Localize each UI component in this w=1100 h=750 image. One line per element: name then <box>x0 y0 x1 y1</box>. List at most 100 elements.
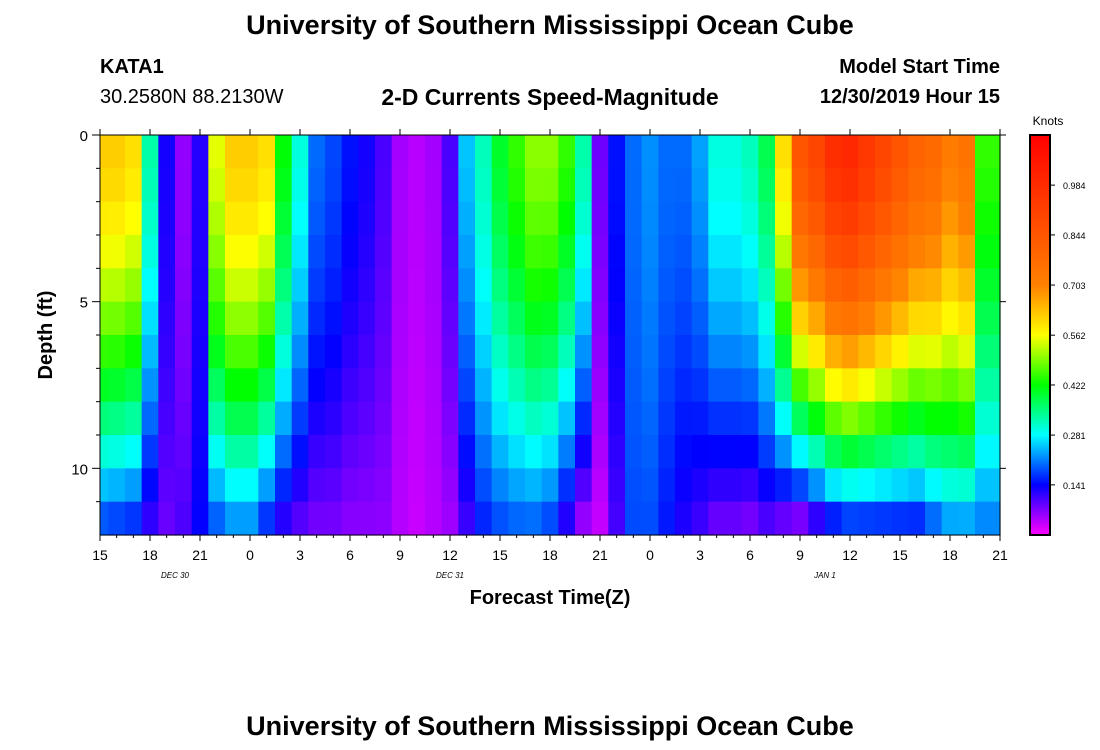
heat-cell <box>408 335 426 369</box>
y-axis: 0 5 10 <box>71 128 1006 503</box>
chart-subtitle: 2-D Currents Speed-Magnitude <box>381 84 719 110</box>
heat-cell <box>408 268 426 303</box>
heat-cell <box>491 168 509 203</box>
heat-cell <box>358 501 376 536</box>
heat-cell <box>825 468 843 503</box>
heat-cell <box>608 468 626 503</box>
heat-cell <box>875 235 893 269</box>
heat-cell <box>708 135 726 169</box>
heat-cell <box>991 368 1001 403</box>
heat-cell <box>291 201 309 236</box>
heat-cell <box>375 335 393 369</box>
heat-cell <box>791 468 809 503</box>
heat-cell <box>258 301 276 336</box>
heat-cell <box>375 368 393 403</box>
heat-cell <box>908 335 926 369</box>
heat-cell <box>875 168 893 203</box>
heat-cell <box>375 201 393 236</box>
heat-cell <box>241 335 259 369</box>
heat-cell <box>808 201 826 236</box>
heat-cell <box>275 501 293 536</box>
heat-cell <box>908 268 926 303</box>
heat-cell <box>758 301 776 336</box>
heat-cell <box>208 435 226 469</box>
heat-cell <box>191 201 209 236</box>
heat-cell <box>925 468 943 503</box>
heat-cell <box>425 468 443 503</box>
heat-cell <box>508 468 526 503</box>
heat-cell <box>958 368 976 403</box>
heat-cell <box>208 168 226 203</box>
heat-cell <box>475 335 493 369</box>
colorbar-tick-label: 0.703 <box>1063 281 1086 291</box>
heat-cell <box>758 435 776 469</box>
x-tick-label: 9 <box>796 547 804 563</box>
heat-cell <box>741 468 759 503</box>
heat-cell <box>541 401 559 436</box>
heat-cell <box>391 268 409 303</box>
heat-cell <box>491 335 509 369</box>
heat-cell <box>441 368 459 403</box>
heat-cell <box>958 268 976 303</box>
colorbar-ticks: 0.984 0.844 0.703 0.562 0.422 0.281 0.141 <box>1050 181 1086 491</box>
heat-cell <box>625 301 643 336</box>
heat-cell <box>658 401 676 436</box>
x-tick-label: 0 <box>246 547 254 563</box>
heat-cell <box>341 335 359 369</box>
heat-cell <box>108 401 126 436</box>
heat-cell <box>208 301 226 336</box>
heat-cell <box>808 401 826 436</box>
heat-cell <box>741 435 759 469</box>
x-date-label: DEC 31 <box>436 571 464 580</box>
heat-cell <box>725 235 743 269</box>
heat-cell <box>558 268 576 303</box>
station-id: KATA1 <box>100 56 164 78</box>
heat-cell <box>925 235 943 269</box>
heat-cell <box>391 168 409 203</box>
heat-cell <box>425 235 443 269</box>
heat-cell <box>791 368 809 403</box>
heat-cell <box>541 468 559 503</box>
heat-cell <box>141 135 159 169</box>
heat-cell <box>625 235 643 269</box>
heat-cell <box>191 335 209 369</box>
heat-cell <box>241 235 259 269</box>
heat-cell <box>358 201 376 236</box>
heat-cell <box>100 235 109 269</box>
heat-cell <box>825 135 843 169</box>
heat-cell <box>691 201 709 236</box>
heat-cell <box>158 335 176 369</box>
heat-cell <box>508 435 526 469</box>
y-tick-label: 0 <box>80 128 88 145</box>
heat-cell <box>475 168 493 203</box>
heat-cell <box>100 501 109 536</box>
heat-cell <box>341 268 359 303</box>
heat-cell <box>241 135 259 169</box>
heat-cell <box>675 301 693 336</box>
heat-cell <box>308 368 326 403</box>
heat-cell <box>741 335 759 369</box>
heat-cell <box>991 135 1001 169</box>
heat-cell <box>791 235 809 269</box>
heat-cell <box>958 135 976 169</box>
heat-cell <box>958 201 976 236</box>
heat-cell <box>941 435 959 469</box>
heat-cell <box>808 135 826 169</box>
heat-cell <box>858 135 876 169</box>
heat-cell <box>258 235 276 269</box>
heat-cell <box>775 268 793 303</box>
heat-cell <box>341 235 359 269</box>
x-tick-label: 18 <box>142 547 158 563</box>
heat-cell <box>100 335 109 369</box>
heat-cell <box>791 301 809 336</box>
heat-cell <box>175 201 193 236</box>
heat-cell <box>808 335 826 369</box>
heat-cell <box>175 268 193 303</box>
heat-cell <box>158 135 176 169</box>
heat-cell <box>591 301 609 336</box>
heat-cell <box>100 268 109 303</box>
heat-cell <box>475 135 493 169</box>
heat-cell <box>608 168 626 203</box>
heat-cell <box>908 435 926 469</box>
heat-cell <box>625 435 643 469</box>
